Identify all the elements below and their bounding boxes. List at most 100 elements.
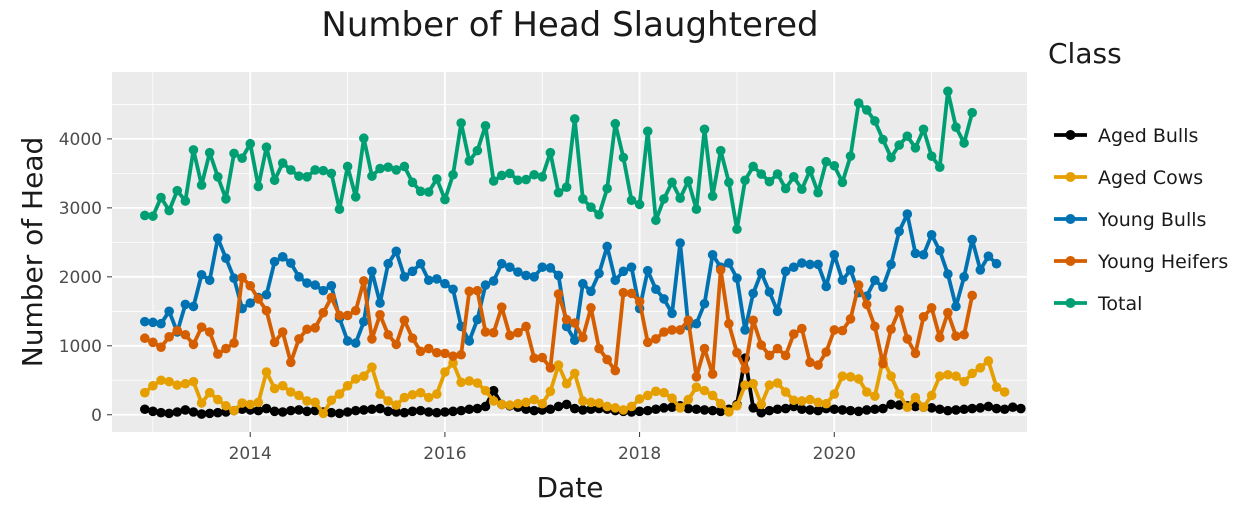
- data-point-young-bulls: [448, 284, 458, 295]
- data-point-aged-cows: [724, 407, 734, 417]
- data-point-aged-cows: [821, 398, 831, 409]
- data-point-young-heifers: [578, 332, 588, 343]
- legend-title: Class: [1048, 37, 1122, 70]
- series-line-young-bulls: [142, 212, 999, 345]
- legend-label: Young Heifers: [1097, 251, 1228, 273]
- data-point-total: [642, 126, 653, 137]
- data-point-young-bulls: [496, 258, 507, 269]
- data-point-young-bulls: [805, 259, 815, 270]
- data-point-aged-cows: [918, 402, 929, 412]
- data-point-young-heifers: [651, 334, 661, 344]
- data-point-young-bulls: [432, 274, 442, 284]
- data-point-aged-cows: [594, 398, 604, 408]
- y-tick-label: 0: [91, 406, 102, 426]
- data-point-aged-bulls: [545, 404, 556, 415]
- data-point-aged-cows: [813, 397, 823, 408]
- data-point-total: [529, 169, 539, 180]
- data-point-aged-bulls: [172, 407, 183, 417]
- data-point-young-heifers: [213, 349, 223, 359]
- data-point-aged-bulls: [472, 403, 483, 414]
- data-point-young-heifers: [196, 322, 207, 332]
- data-point-young-heifers: [715, 265, 726, 275]
- data-point-total: [432, 174, 442, 184]
- data-point-young-heifers: [602, 354, 612, 365]
- data-point-total: [569, 114, 580, 124]
- data-point-young-heifers: [870, 321, 880, 332]
- data-point-total: [391, 165, 402, 175]
- data-point-young-bulls: [829, 249, 840, 260]
- data-point-total: [545, 147, 556, 158]
- data-point-young-bulls: [302, 278, 312, 288]
- data-point-young-heifers: [902, 334, 913, 344]
- data-point-young-heifers: [164, 332, 174, 342]
- data-point-young-heifers: [886, 324, 896, 335]
- data-point-young-bulls: [342, 336, 353, 346]
- data-point-young-bulls: [261, 289, 272, 300]
- data-point-young-heifers: [634, 296, 645, 307]
- data-point-young-heifers: [359, 276, 369, 286]
- data-point-young-bulls: [788, 262, 799, 272]
- data-point-aged-cows: [375, 389, 385, 399]
- data-point-aged-cows: [951, 371, 961, 381]
- data-point-aged-cows: [359, 371, 369, 381]
- data-point-young-heifers: [375, 309, 385, 320]
- data-point-young-heifers: [391, 339, 402, 350]
- legend-item-young-heifers: Young Heifers: [1054, 251, 1228, 273]
- data-point-aged-bulls: [456, 405, 466, 416]
- data-point-total: [926, 151, 937, 161]
- data-point-young-heifers: [594, 343, 604, 354]
- data-point-young-heifers: [529, 353, 539, 364]
- data-point-young-bulls: [415, 258, 426, 269]
- data-point-aged-bulls: [991, 403, 1002, 414]
- data-point-total: [902, 131, 913, 141]
- data-point-young-heifers: [797, 323, 807, 334]
- data-point-total: [740, 175, 750, 186]
- data-point-young-heifers: [813, 360, 823, 370]
- data-point-aged-cows: [180, 378, 191, 389]
- data-point-young-bulls: [221, 253, 231, 264]
- data-point-aged-bulls: [683, 403, 694, 414]
- legend-items: Aged Bulls Aged Cows Young Bulls Young Heif…: [1054, 125, 1228, 315]
- data-point-young-heifers: [229, 338, 239, 348]
- data-point-aged-cows: [196, 398, 207, 408]
- data-point-aged-bulls: [488, 385, 499, 396]
- data-point-young-bulls: [675, 238, 685, 248]
- data-point-aged-cows: [245, 399, 256, 410]
- data-point-total: [496, 170, 507, 181]
- data-point-aged-cows: [188, 376, 199, 387]
- data-point-young-bulls: [894, 226, 904, 237]
- data-point-young-bulls: [529, 272, 539, 282]
- data-point-total: [399, 161, 410, 172]
- data-point-young-heifers: [472, 285, 483, 296]
- data-point-young-heifers: [926, 303, 937, 313]
- data-point-total: [472, 145, 483, 156]
- data-point-young-bulls: [537, 262, 548, 272]
- data-point-total: [204, 147, 215, 158]
- data-point-aged-cows: [651, 386, 661, 397]
- data-point-total: [626, 195, 637, 206]
- data-point-aged-cows: [667, 393, 677, 404]
- data-point-young-heifers: [407, 333, 418, 344]
- data-point-aged-bulls: [894, 400, 904, 410]
- y-tick-label: 4000: [59, 130, 102, 150]
- data-point-total: [375, 163, 385, 174]
- data-point-aged-bulls: [926, 403, 937, 413]
- data-point-total: [196, 180, 207, 190]
- data-point-young-bulls: [286, 258, 296, 268]
- data-point-young-bulls: [294, 272, 304, 282]
- data-point-total: [286, 165, 296, 175]
- data-point-young-bulls: [318, 285, 329, 296]
- data-point-aged-cows: [732, 400, 742, 411]
- data-point-aged-bulls: [886, 399, 896, 410]
- data-point-young-heifers: [334, 310, 345, 321]
- data-point-young-bulls: [959, 272, 969, 282]
- data-point-total: [943, 86, 953, 97]
- series-young-bulls: [140, 209, 1002, 348]
- data-point-young-bulls: [610, 275, 621, 286]
- data-point-total: [886, 152, 896, 163]
- data-point-aged-cows: [853, 374, 864, 384]
- data-point-aged-cows: [602, 401, 612, 412]
- data-point-aged-bulls: [294, 405, 304, 415]
- data-point-total: [326, 168, 337, 179]
- data-point-aged-cows: [464, 376, 475, 386]
